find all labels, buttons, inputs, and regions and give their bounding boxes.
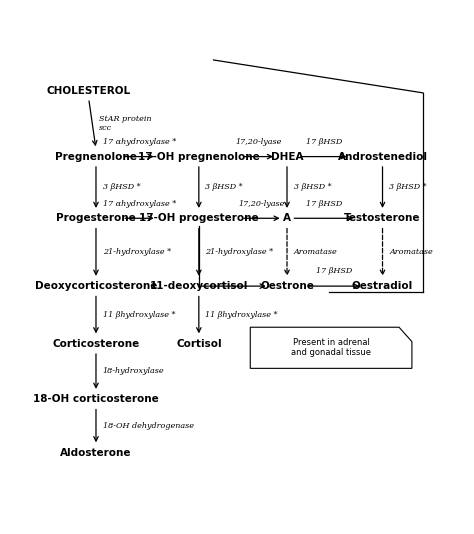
Text: Androstenediol: Androstenediol — [337, 152, 428, 162]
Text: Pregnenolone: Pregnenolone — [55, 152, 137, 162]
Text: 17 αhydroxylase *: 17 αhydroxylase * — [103, 200, 176, 208]
Text: Cortisol: Cortisol — [176, 339, 222, 349]
Text: 21-hydroxylase *: 21-hydroxylase * — [102, 248, 171, 256]
Text: 3 βHSD *: 3 βHSD * — [102, 184, 140, 191]
Text: 3 βHSD *: 3 βHSD * — [205, 184, 243, 191]
Text: Oestrone: Oestrone — [260, 281, 314, 291]
Text: 3 βHSD *: 3 βHSD * — [389, 184, 427, 191]
Text: 21-hydroxylase *: 21-hydroxylase * — [205, 248, 273, 256]
Text: Deoxycorticosterone: Deoxycorticosterone — [35, 281, 157, 291]
Text: Testosterone: Testosterone — [344, 213, 421, 223]
Text: 18-OH dehydrogenase: 18-OH dehydrogenase — [102, 422, 193, 430]
Text: Present in adrenal
and gonadal tissue: Present in adrenal and gonadal tissue — [291, 338, 371, 357]
Text: StAR protein
scc: StAR protein scc — [99, 115, 151, 132]
Text: 11-deoxycortisol: 11-deoxycortisol — [150, 281, 248, 291]
Text: Aldosterone: Aldosterone — [60, 447, 132, 458]
Text: 18-hydroxylase: 18-hydroxylase — [102, 367, 164, 375]
Text: 17-OH progesterone: 17-OH progesterone — [139, 213, 259, 223]
Text: Aromatase: Aromatase — [293, 248, 337, 256]
Text: 17-OH pregnenolone: 17-OH pregnenolone — [138, 152, 260, 162]
Polygon shape — [250, 327, 412, 368]
Text: Progesterone: Progesterone — [56, 213, 136, 223]
Text: 17 βHSD: 17 βHSD — [316, 268, 352, 276]
Text: 18-OH corticosterone: 18-OH corticosterone — [33, 394, 159, 404]
Text: 17,20-lyase: 17,20-lyase — [236, 138, 282, 146]
Text: 17 αhydroxylase *: 17 αhydroxylase * — [103, 138, 176, 146]
Text: A: A — [283, 213, 291, 223]
Text: CHOLESTEROL: CHOLESTEROL — [46, 86, 131, 96]
Text: 17 βHSD: 17 βHSD — [306, 200, 342, 208]
Text: Oestradiol: Oestradiol — [352, 281, 413, 291]
Text: 17 βHSD: 17 βHSD — [306, 138, 342, 146]
Text: DHEA: DHEA — [271, 152, 303, 162]
Text: Aromatase: Aromatase — [389, 248, 433, 256]
Text: 11 βhydroxylase *: 11 βhydroxylase * — [102, 311, 175, 319]
Text: Corticosterone: Corticosterone — [52, 339, 140, 349]
Text: 17,20-lyase: 17,20-lyase — [238, 200, 285, 208]
Text: 3 βHSD *: 3 βHSD * — [293, 184, 331, 191]
Text: 11 βhydroxylase *: 11 βhydroxylase * — [205, 311, 278, 319]
